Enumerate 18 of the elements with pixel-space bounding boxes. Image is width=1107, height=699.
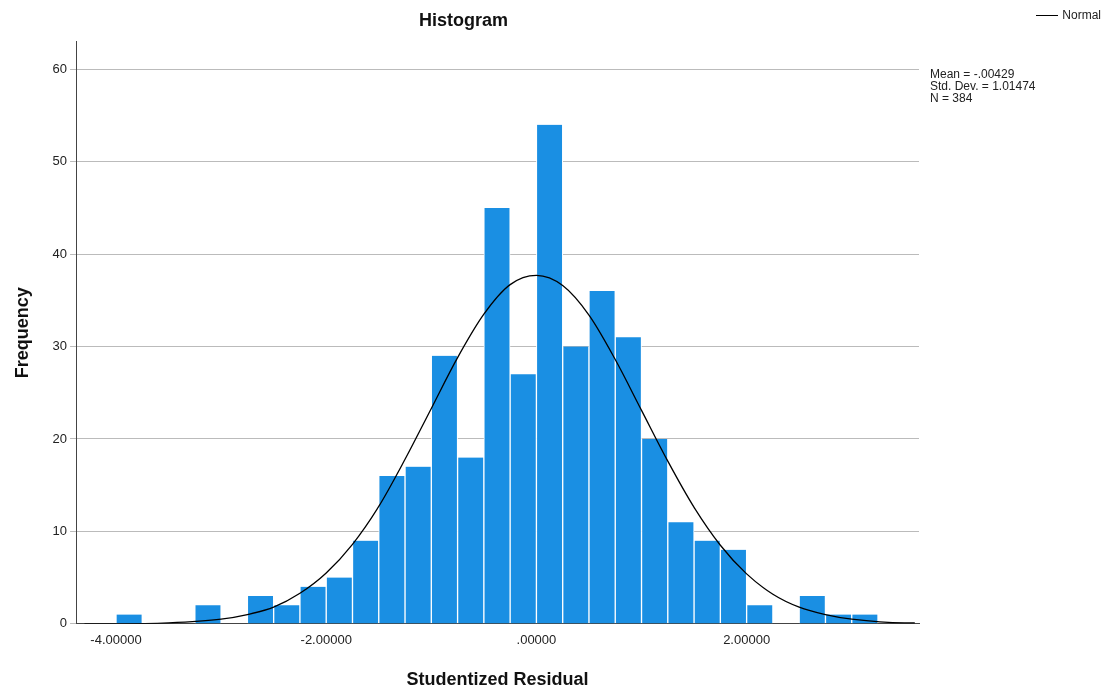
chart-title: Histogram <box>418 9 509 30</box>
x-tick-label: 2.00000 <box>723 632 771 648</box>
text: N = 384 <box>930 91 974 105</box>
y-tick-label: 60 <box>52 60 68 76</box>
x-tick-label: -4.00000 <box>90 632 142 648</box>
y-tick-label: 40 <box>52 245 68 261</box>
y-tick-label: 0 <box>59 615 68 631</box>
x-tick-label: .00000 <box>516 632 557 648</box>
x-axis-title: Studentized Residual <box>406 669 589 690</box>
legend-label: Normal <box>1062 8 1101 22</box>
y-tick-label: 20 <box>52 430 68 446</box>
y-tick-label: 30 <box>52 338 68 354</box>
y-axis-title: Frequency <box>11 287 32 379</box>
y-tick-label: 50 <box>52 153 68 169</box>
x-tick-label: -2.00000 <box>300 632 352 648</box>
y-tick-label: 10 <box>52 522 68 538</box>
text: Std. Dev. = 1.01474 <box>930 79 1036 93</box>
text: Mean = -.00429 <box>930 67 1016 81</box>
